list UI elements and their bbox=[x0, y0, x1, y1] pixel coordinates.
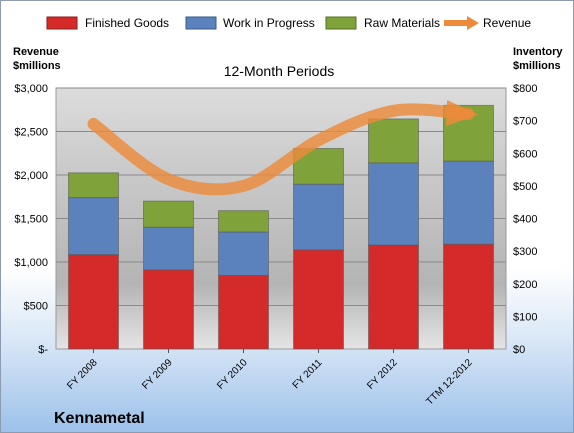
right-axis-ticks: $0 $100 $200 $300 $400 $500 $600 $700 $800 bbox=[513, 83, 537, 356]
x-tick-label: FY 2011 bbox=[291, 357, 325, 391]
gridlines bbox=[56, 87, 506, 306]
right-axis-title-line1: Inventory bbox=[513, 46, 563, 58]
left-tick-label: $1,500 bbox=[14, 214, 48, 226]
left-tick-label: $2,000 bbox=[14, 170, 48, 182]
x-tick-label: TTM 12-2012 bbox=[424, 357, 475, 408]
left-tick-label: $500 bbox=[24, 301, 48, 313]
legend: Finished Goods Work in Progress Raw Mate… bbox=[46, 16, 531, 30]
legend-label-work-in-progress: Work in Progress bbox=[223, 16, 315, 30]
x-tick-label: FY 2012 bbox=[365, 357, 400, 392]
revenue-arrowhead bbox=[445, 100, 479, 127]
bar-work-in-progress-fy-2009 bbox=[143, 226, 194, 271]
bar-raw-materials-fy-2010 bbox=[218, 210, 269, 233]
right-tick-label: $300 bbox=[513, 246, 537, 258]
left-tick-label: $2,500 bbox=[14, 127, 48, 139]
right-axis-title-line2: $millions bbox=[513, 60, 561, 72]
chart-title: 12-Month Periods bbox=[224, 63, 335, 79]
right-tick-label: $400 bbox=[513, 214, 537, 226]
bar-work-in-progress-fy-2011 bbox=[293, 183, 344, 251]
revenue-point-fy-2012 bbox=[392, 109, 395, 112]
bar-finished-goods-fy-2010 bbox=[218, 274, 269, 350]
left-tick-label: $1,000 bbox=[14, 257, 48, 269]
bar-work-in-progress-fy-2008 bbox=[68, 197, 119, 256]
bar-raw-materials-fy-2009 bbox=[143, 200, 194, 228]
bar-work-in-progress-fy-2010 bbox=[218, 231, 269, 276]
x-tick-label: FY 2010 bbox=[215, 357, 250, 392]
left-tick-label: $- bbox=[38, 344, 48, 356]
bar-raw-materials-fy-2012 bbox=[368, 118, 419, 164]
right-tick-label: $700 bbox=[513, 116, 537, 128]
revenue-point-fy-2011 bbox=[317, 139, 320, 142]
bars bbox=[68, 104, 494, 350]
legend-swatch-raw-materials bbox=[325, 16, 357, 30]
bar-finished-goods-fy-2011 bbox=[293, 249, 344, 350]
revenue-point-fy-2010 bbox=[242, 184, 245, 187]
right-tick-label: $500 bbox=[513, 181, 537, 193]
left-tick-label: $3,000 bbox=[14, 83, 48, 95]
revenue-line bbox=[87, 103, 475, 196]
legend-swatch-revenue-arrow bbox=[467, 16, 479, 30]
bar-finished-goods-ttm-12-2012 bbox=[443, 243, 494, 350]
x-tick-label: FY 2008 bbox=[65, 357, 100, 392]
revenue-series bbox=[87, 100, 479, 196]
bar-work-in-progress-ttm-12-2012 bbox=[443, 160, 494, 245]
revenue-point-ttm-12-2012 bbox=[467, 113, 470, 116]
legend-label-raw-materials: Raw Materials bbox=[364, 16, 440, 30]
legend-label-finished-goods: Finished Goods bbox=[85, 16, 169, 30]
right-tick-label: $800 bbox=[513, 83, 537, 95]
bar-work-in-progress-fy-2012 bbox=[368, 162, 419, 246]
revenue-point-fy-2008 bbox=[92, 122, 95, 125]
legend-swatch-work-in-progress bbox=[185, 16, 217, 30]
left-axis-ticks: $- $500 $1,000 $1,500 $2,000 $2,500 $3,000 bbox=[14, 83, 48, 356]
legend-label-revenue: Revenue bbox=[483, 16, 531, 30]
company-name: Kennametal bbox=[54, 410, 145, 427]
right-tick-label: $600 bbox=[513, 148, 537, 160]
left-axis-title-line1: Revenue bbox=[13, 46, 59, 58]
bar-finished-goods-fy-2012 bbox=[368, 244, 419, 350]
bar-finished-goods-fy-2008 bbox=[68, 254, 119, 350]
left-axis-title-line2: $millions bbox=[13, 60, 61, 72]
right-tick-label: $200 bbox=[513, 279, 537, 291]
right-tick-label: $100 bbox=[513, 311, 537, 323]
bar-raw-materials-fy-2008 bbox=[68, 172, 119, 199]
legend-swatch-finished-goods bbox=[46, 16, 78, 30]
x-tick-label: FY 2009 bbox=[140, 357, 175, 392]
right-tick-label: $0 bbox=[513, 344, 525, 356]
revenue-point-fy-2009 bbox=[167, 178, 170, 181]
x-axis-ticks: FY 2008 FY 2009 FY 2010 FY 2011 FY 2012 TTM 1… bbox=[65, 349, 475, 408]
bar-finished-goods-fy-2009 bbox=[143, 269, 194, 350]
